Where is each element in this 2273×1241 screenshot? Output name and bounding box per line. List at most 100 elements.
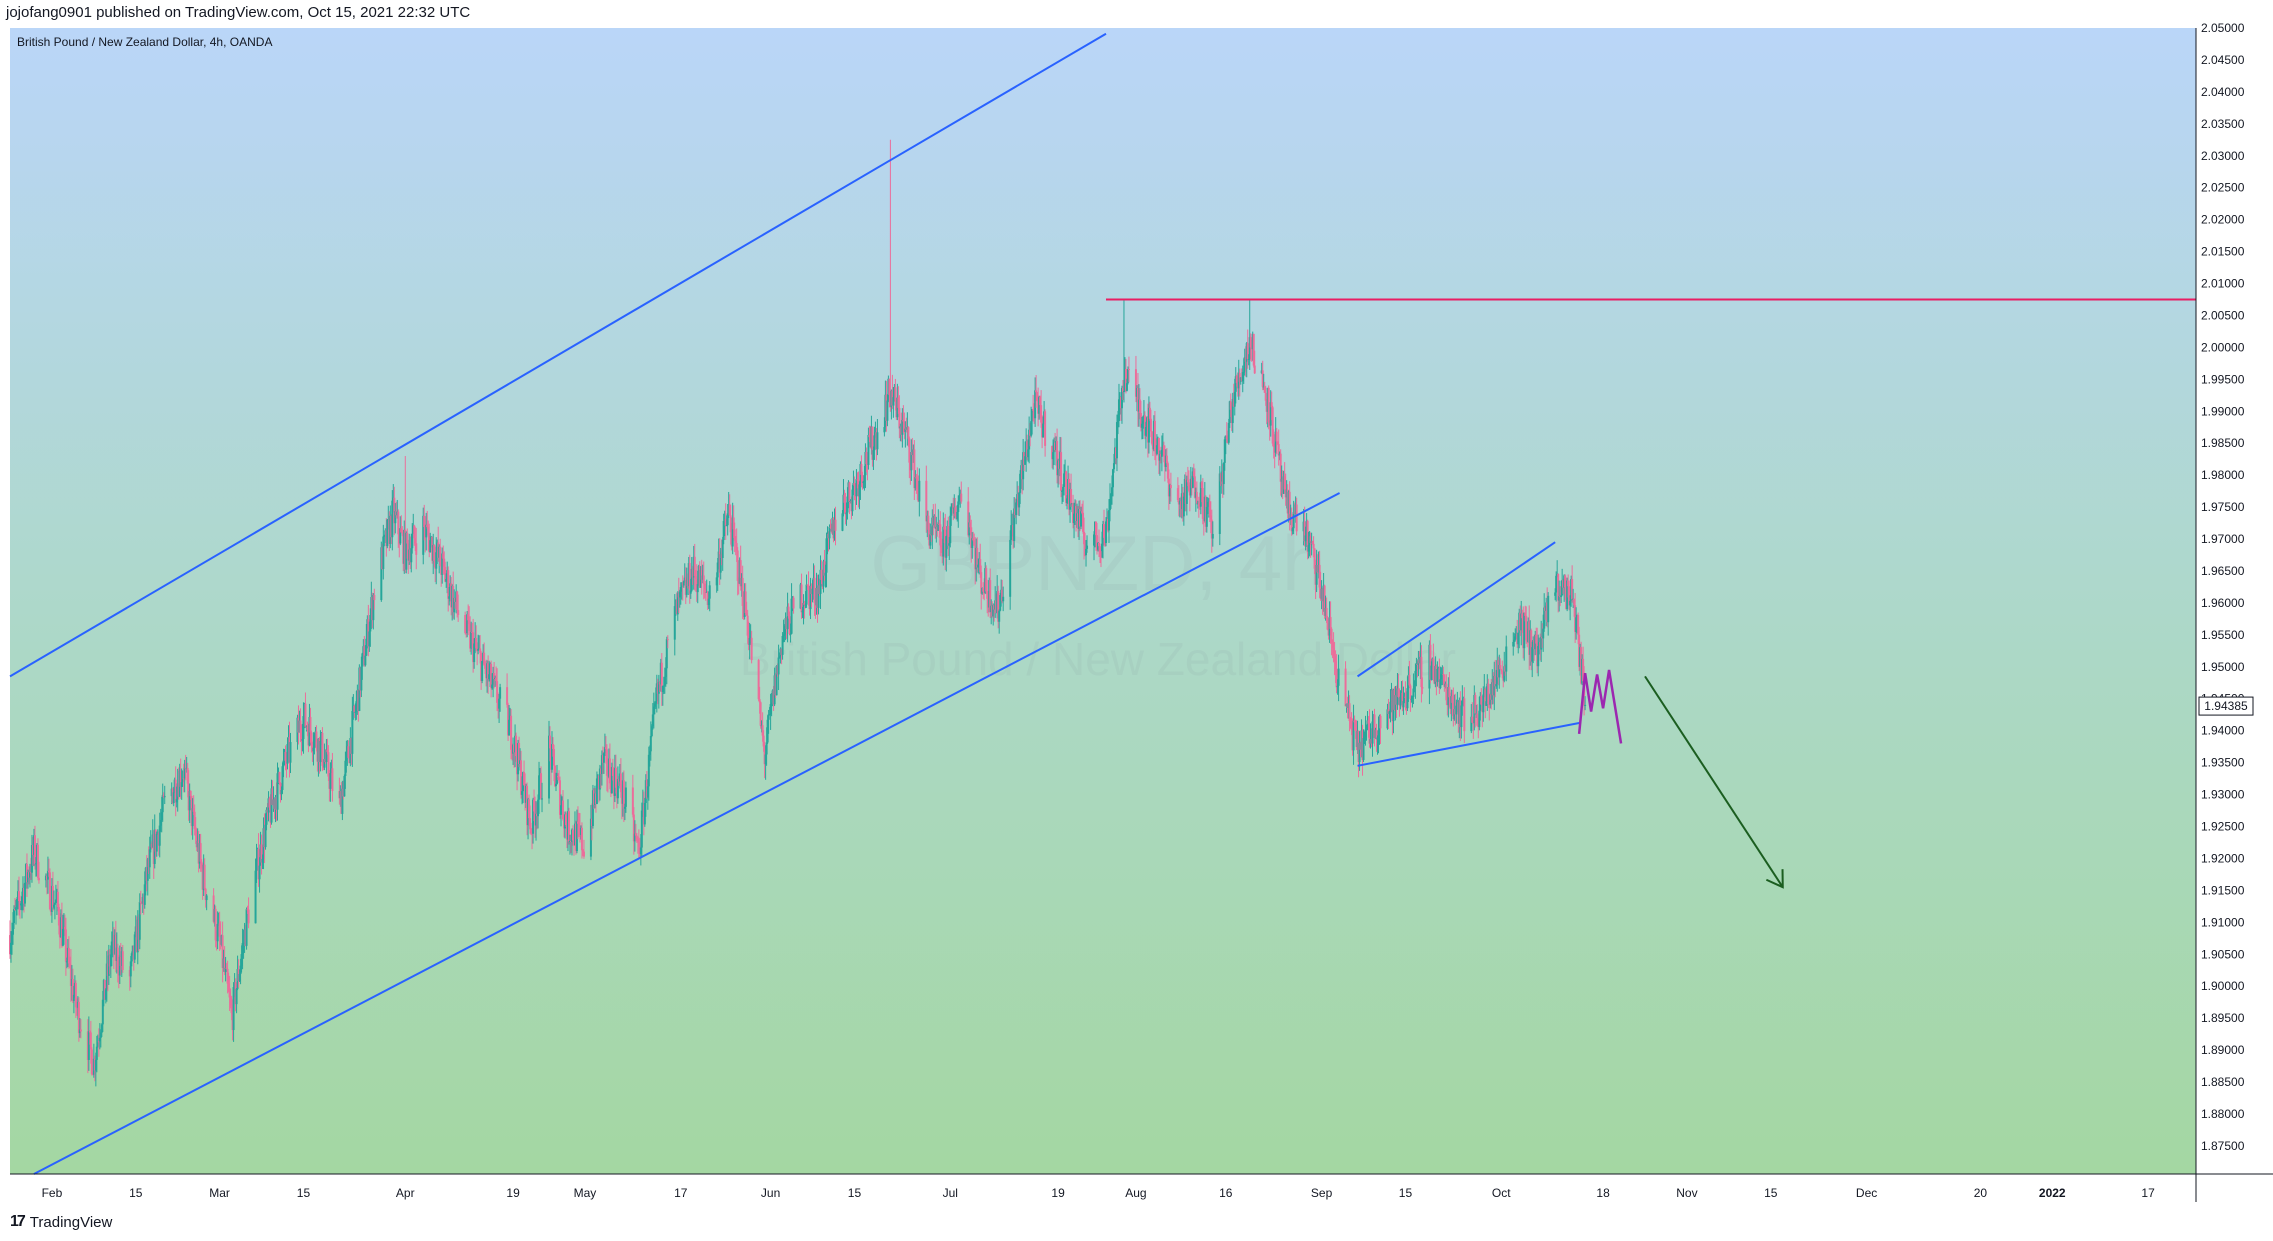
channel-upper-trendline[interactable]	[9, 32, 1107, 678]
candle-body	[1368, 723, 1371, 744]
candle-body	[146, 859, 149, 881]
candle-body	[1015, 502, 1018, 516]
candle-body	[1098, 542, 1101, 547]
candle-body	[750, 637, 753, 661]
candle-body	[1554, 592, 1557, 596]
candle-body	[1042, 423, 1045, 438]
candle-body	[353, 705, 356, 713]
candle-body	[982, 587, 985, 592]
candle-body	[828, 526, 831, 539]
time-tick-label: 17	[2141, 1186, 2155, 1200]
candle-body	[852, 483, 855, 490]
candle-body	[1521, 613, 1524, 619]
candle-body	[1124, 368, 1127, 391]
candle-body	[520, 760, 523, 795]
candle-body	[23, 882, 26, 904]
candle-body	[48, 872, 51, 910]
time-axis[interactable]: Feb 15 Mar 15 Apr 19 May 17 Jun 15 Jul 19 Aug 16 Sep 15…	[42, 1186, 2156, 1200]
candle-body	[834, 519, 837, 531]
candle-body	[940, 545, 943, 548]
candle-body	[1558, 596, 1561, 601]
candle-body	[1153, 420, 1156, 451]
price-axis[interactable]: 2.05000 2.04500 2.04000 2.03500 2.03000 2.025…	[2201, 21, 2245, 1153]
candle-body	[1234, 376, 1237, 392]
candle-body	[255, 858, 258, 871]
candle-body	[985, 568, 988, 592]
wedge-upper-trendline[interactable]	[1356, 541, 1556, 678]
candle-body	[1126, 369, 1129, 384]
candle-body	[624, 787, 627, 807]
candle-body	[636, 839, 639, 842]
candle-body	[1141, 420, 1144, 424]
candle-body	[411, 533, 414, 549]
wedge-lower-trendline[interactable]	[1357, 722, 1580, 767]
candle-body	[1062, 486, 1065, 491]
candle-body	[1117, 399, 1120, 421]
candle-body	[139, 902, 142, 904]
candle-body	[664, 668, 667, 677]
candle-body	[803, 603, 806, 605]
candle-body	[844, 502, 847, 515]
candle-body	[557, 777, 560, 781]
candle-body	[1083, 531, 1086, 545]
candle-body	[861, 474, 864, 484]
channel-lower-trendline[interactable]	[33, 492, 1341, 1175]
candle-body	[559, 805, 562, 815]
candle-body	[383, 535, 386, 537]
candle-body	[1561, 580, 1564, 596]
candle-body	[809, 586, 812, 610]
candle-body	[787, 606, 790, 617]
candle-body	[1560, 595, 1563, 597]
candle-body	[1524, 612, 1527, 616]
candle-body	[689, 590, 692, 594]
price-tick-label: 1.92500	[2201, 819, 2245, 833]
candle-body	[397, 511, 400, 535]
candle-body	[999, 595, 1002, 611]
candle-body	[1399, 696, 1402, 706]
candle-body	[715, 577, 718, 586]
tradingview-brand[interactable]: 17 TradingView	[10, 1213, 112, 1231]
candle-body	[804, 604, 807, 606]
candle-body	[1031, 409, 1034, 422]
candle-body	[401, 532, 404, 534]
candle-body	[739, 560, 742, 587]
candle-body	[1134, 369, 1137, 397]
bearish-arrow-shaft[interactable]	[1644, 675, 1784, 888]
candle-body	[576, 821, 579, 824]
candle-body	[829, 526, 832, 528]
candle-body	[423, 515, 426, 528]
candle-body	[37, 877, 40, 881]
candle-body	[232, 987, 235, 1031]
time-tick-label: Dec	[1856, 1186, 1877, 1200]
candle-body	[1335, 669, 1338, 688]
candle-body	[1542, 628, 1545, 639]
candle-body	[1061, 490, 1064, 492]
candle-body	[1148, 407, 1151, 419]
candle-body	[143, 884, 146, 905]
chart-title: British Pound / New Zealand Dollar, 4h, …	[17, 35, 272, 49]
candle-body	[947, 526, 950, 546]
candle-body	[1169, 485, 1172, 489]
candle-body	[1535, 634, 1538, 644]
projection-zigzag[interactable]	[1577, 669, 1623, 744]
candle-body	[110, 941, 113, 955]
candle-body	[284, 751, 287, 761]
candle-body	[1575, 617, 1578, 633]
candle-body	[466, 614, 469, 634]
candle-body	[1248, 337, 1251, 359]
candle-body	[1436, 669, 1439, 682]
candle-body	[258, 865, 261, 880]
candle-body	[533, 799, 536, 812]
candle-body	[1001, 589, 1004, 602]
candle-body	[442, 553, 445, 559]
candle-body	[52, 904, 55, 908]
candle-body	[109, 954, 112, 967]
candle-body	[180, 782, 183, 787]
candle-body	[361, 653, 364, 667]
candle-body	[1501, 670, 1504, 673]
candle-body	[515, 735, 518, 757]
candle-body	[329, 773, 332, 789]
candle-body	[956, 511, 959, 520]
candle-body	[1438, 668, 1441, 688]
